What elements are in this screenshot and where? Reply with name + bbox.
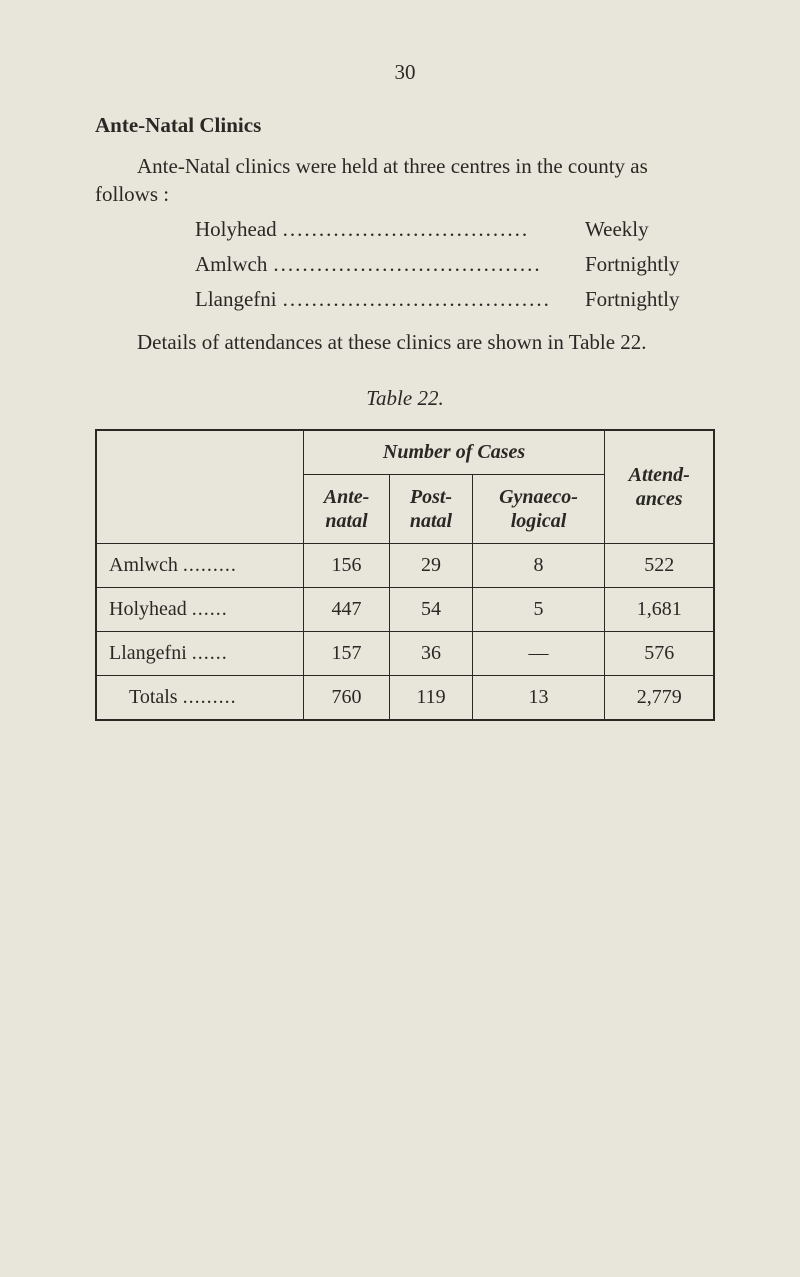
table-cell: 36 bbox=[390, 632, 472, 676]
section-title: Ante-Natal Clinics bbox=[95, 113, 715, 138]
schedule-place: Amlwch bbox=[195, 252, 267, 277]
table-row: Llangefni 157 36 — 576 bbox=[96, 632, 714, 676]
schedule-row: Amlwch .................................… bbox=[195, 252, 715, 277]
schedule-frequency: Fortnightly bbox=[585, 252, 715, 277]
page-number: 30 bbox=[95, 60, 715, 85]
table-cell: 1,681 bbox=[605, 588, 714, 632]
table-header-blank bbox=[96, 430, 303, 544]
table-cell: 447 bbox=[303, 588, 390, 632]
schedule-place: Llangefni bbox=[195, 287, 277, 312]
table-totals-label: Totals bbox=[96, 676, 303, 721]
table-totals-row: Totals 760 119 13 2,779 bbox=[96, 676, 714, 721]
table-cell: 119 bbox=[390, 676, 472, 721]
table-cell: 13 bbox=[472, 676, 605, 721]
document-page: 30 Ante-Natal Clinics Ante-Natal clinics… bbox=[0, 0, 800, 781]
table-cell: 760 bbox=[303, 676, 390, 721]
dots-leader: .................................. bbox=[277, 217, 585, 242]
table-cell: 54 bbox=[390, 588, 472, 632]
details-paragraph: Details of attendances at these clinics … bbox=[95, 328, 715, 356]
table-header-gyn: Gynaeco-logical bbox=[472, 475, 605, 544]
schedule-list: Holyhead ...............................… bbox=[195, 217, 715, 312]
schedule-place: Holyhead bbox=[195, 217, 277, 242]
table-header-attendances: Attend-ances bbox=[605, 430, 714, 544]
schedule-frequency: Fortnightly bbox=[585, 287, 715, 312]
schedule-frequency: Weekly bbox=[585, 217, 715, 242]
attendance-table: Number of Cases Attend-ances Ante-natal … bbox=[95, 429, 715, 721]
dots-leader: ..................................... bbox=[277, 287, 585, 312]
intro-paragraph: Ante-Natal clinics were held at three ce… bbox=[95, 152, 715, 209]
table-row-label: Holyhead bbox=[96, 588, 303, 632]
table-cell: 576 bbox=[605, 632, 714, 676]
dots-leader: ..................................... bbox=[267, 252, 585, 277]
table-row-label: Llangefni bbox=[96, 632, 303, 676]
table-caption: Table 22. bbox=[95, 386, 715, 411]
schedule-row: Holyhead ...............................… bbox=[195, 217, 715, 242]
table-row: Holyhead 447 54 5 1,681 bbox=[96, 588, 714, 632]
table-header-ante: Ante-natal bbox=[303, 475, 390, 544]
schedule-row: Llangefni ..............................… bbox=[195, 287, 715, 312]
table-row: Amlwch 156 29 8 522 bbox=[96, 544, 714, 588]
table-cell: 522 bbox=[605, 544, 714, 588]
table-cell: 29 bbox=[390, 544, 472, 588]
table-row-label: Amlwch bbox=[96, 544, 303, 588]
table-cell: 156 bbox=[303, 544, 390, 588]
table-header-post: Post-natal bbox=[390, 475, 472, 544]
table-super-header: Number of Cases bbox=[303, 430, 605, 475]
table-cell: 157 bbox=[303, 632, 390, 676]
table-cell: — bbox=[472, 632, 605, 676]
table-cell: 8 bbox=[472, 544, 605, 588]
table-cell: 5 bbox=[472, 588, 605, 632]
table-cell: 2,779 bbox=[605, 676, 714, 721]
